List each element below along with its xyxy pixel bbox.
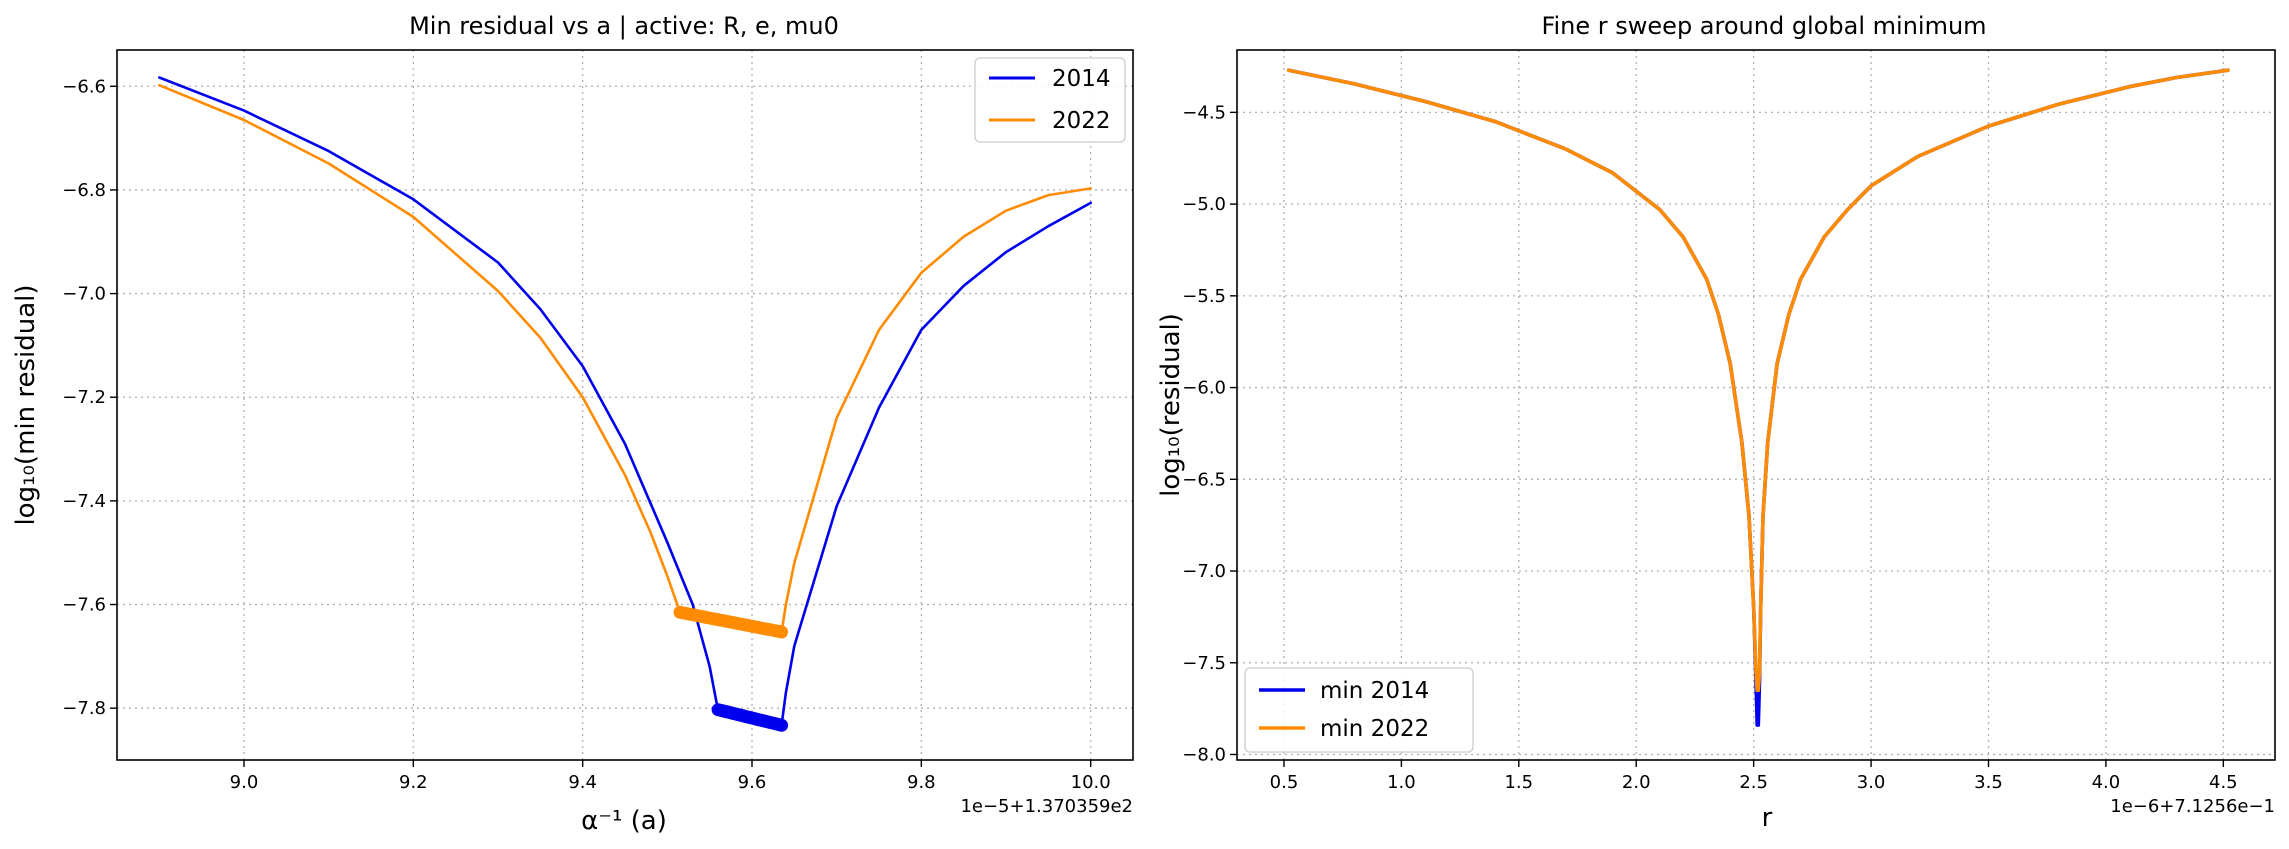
left-grid	[117, 50, 1133, 760]
right-x-tick-label: 4.0	[2092, 772, 2121, 793]
left-x-axis-label: α⁻¹ (a)	[581, 806, 667, 836]
right-chart-title: Fine r sweep around global minimum	[1541, 12, 1986, 40]
right-chart: Fine r sweep around global minimum 0.5 1.…	[1156, 12, 2276, 833]
left-y-tick-label: −7.8	[62, 698, 106, 719]
legend-label-2014: 2014	[1052, 66, 1111, 92]
right-plot-frame	[1236, 49, 2276, 761]
right-y-tick-label: −5.5	[1182, 286, 1226, 307]
legend-label-min-2014: min 2014	[1320, 678, 1429, 704]
right-x-tick-label: 4.5	[2209, 772, 2238, 793]
left-x-tick-label: 9.8	[907, 772, 936, 793]
right-x-tick-label: 0.5	[1270, 772, 1299, 793]
left-series-line-2014	[158, 76, 1092, 727]
left-x-tick-label: 9.2	[399, 772, 428, 793]
right-grid	[1237, 50, 2275, 760]
right-x-tick-label: 3.5	[1974, 772, 2003, 793]
legend-label-min-2022: min 2022	[1320, 716, 1429, 742]
right-y-tick-label: −7.0	[1182, 561, 1226, 582]
right-x-ticks: 0.5 1.0 1.5 2.0 2.5 3.0 3.5 4.0 4.5	[1270, 760, 2238, 793]
left-y-tick-label: −7.4	[62, 491, 106, 512]
right-y-tick-label: −6.0	[1182, 378, 1226, 399]
right-x-tick-label: 1.5	[1504, 772, 1533, 793]
right-y-axis-label: log₁₀(residual)	[1156, 313, 1186, 497]
right-y-tick-label: −7.5	[1182, 653, 1226, 674]
left-y-tick-label: −6.6	[62, 76, 106, 97]
right-legend: min 2014 min 2022	[1244, 667, 1474, 753]
right-x-tick-label: 3.0	[1857, 772, 1886, 793]
right-series-group	[1286, 68, 2230, 727]
right-x-tick-label: 2.5	[1739, 772, 1768, 793]
left-y-tick-label: −7.6	[62, 595, 106, 616]
left-x-tick-label: 9.4	[568, 772, 597, 793]
left-plot-frame	[116, 49, 1134, 761]
left-legend: 2014 2022	[974, 57, 1126, 143]
right-series-line-min-2014	[1286, 68, 2230, 727]
left-x-offset-label: 1e−5+1.370359e2	[960, 796, 1133, 817]
left-chart: Min residual vs a | active: R, e, mu0 9.…	[11, 12, 1134, 836]
right-y-tick-label: −8.0	[1182, 744, 1226, 765]
right-x-axis-label: r	[1762, 803, 1773, 833]
right-x-offset-label: 1e−6+7.1256e−1	[2110, 796, 2275, 817]
right-y-tick-label: −5.0	[1182, 194, 1226, 215]
right-series-line-min-2022	[1286, 68, 2230, 693]
legend-label-2022: 2022	[1052, 108, 1111, 134]
right-y-ticks: −8.0 −7.5 −7.0 −6.5 −6.0 −5.5 −5.0 −4.5	[1182, 102, 1237, 765]
left-y-tick-label: −6.8	[62, 180, 106, 201]
left-series-point-2014	[775, 718, 789, 732]
left-x-ticks: 9.0 9.2 9.4 9.6 9.8 10.0	[230, 760, 1111, 793]
left-y-tick-label: −7.2	[62, 387, 106, 408]
left-chart-title: Min residual vs a | active: R, e, mu0	[409, 12, 839, 40]
left-y-tick-label: −7.0	[62, 284, 106, 305]
left-y-axis-label: log₁₀(min residual)	[11, 284, 41, 525]
left-x-tick-label: 9.6	[738, 772, 767, 793]
right-y-tick-label: −4.5	[1182, 102, 1226, 123]
left-x-tick-label: 9.0	[230, 772, 259, 793]
left-y-ticks: −7.8 −7.6 −7.4 −7.2 −7.0 −6.8 −6.6	[62, 76, 117, 719]
right-x-tick-label: 1.0	[1387, 772, 1416, 793]
right-x-tick-label: 2.0	[1622, 772, 1651, 793]
left-series-point-2022	[775, 625, 789, 639]
left-series-group	[158, 76, 1092, 732]
left-x-tick-label: 10.0	[1071, 772, 1111, 793]
right-y-tick-label: −6.5	[1182, 469, 1226, 490]
left-series-line-2022	[158, 83, 1092, 634]
